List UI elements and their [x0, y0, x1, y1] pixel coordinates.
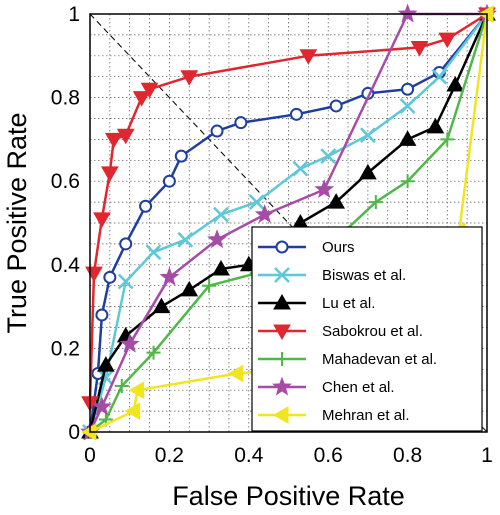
data-point-biswas-et-al [248, 194, 265, 210]
y-tick-label: 0 [68, 421, 80, 444]
data-point-sabokrou-et-al [100, 166, 119, 182]
data-point-chen-et-al [119, 333, 140, 353]
data-point-mehran-et-al [227, 364, 244, 383]
data-point-ours [103, 270, 117, 284]
data-point-biswas-et-al [399, 98, 416, 114]
data-point-ours [234, 116, 248, 130]
y-tick-label: 0.2 [51, 337, 80, 360]
data-point-ours [162, 174, 176, 188]
data-point-biswas-et-al [117, 273, 134, 290]
data-point-chen-et-al [159, 266, 180, 286]
data-point-chen-et-al [254, 204, 275, 224]
legend-entry-chen-et-al: Chen et al. [258, 376, 395, 396]
data-point-mahadevan-et-al [202, 278, 217, 293]
data-point-ours [289, 107, 303, 121]
legend-entry-biswas-et-al: Biswas et al. [258, 267, 406, 284]
y-tick-label: 0.4 [51, 254, 81, 277]
data-point-lu-et-al [180, 280, 199, 297]
data-point-sabokrou-et-al [140, 82, 159, 99]
x-tick-label: 0.6 [314, 444, 343, 467]
y-axis-ticks: 0 0.2 0.4 0.6 0.8 1 [51, 3, 81, 444]
legend-marker [272, 406, 289, 424]
data-point-lu-et-al [212, 259, 230, 276]
data-point-ours [210, 124, 224, 138]
plot-frame [89, 13, 488, 433]
legend-label: Lu et al. [322, 295, 375, 312]
legend-entry-ours: Ours [258, 239, 355, 256]
legend-label: Mehran et al. [322, 407, 410, 424]
data-point-sabokrou-et-al [85, 266, 103, 283]
y-tick-label: 1 [68, 3, 80, 26]
data-point-ours [401, 82, 415, 96]
x-axis-label: False Positive Rate [172, 481, 405, 511]
data-point-chen-et-al [397, 3, 418, 23]
data-point-sabokrou-et-al [116, 128, 135, 145]
legend-label: Sabokrou et al. [322, 323, 423, 340]
data-point-chen-et-al [314, 179, 335, 198]
data-point-sabokrou-et-al [104, 132, 123, 149]
data-point-lu-et-al [359, 163, 377, 180]
legend-entry-lu-et-al: Lu et al. [258, 293, 375, 312]
x-tick-label: 0.8 [393, 444, 422, 467]
data-point-biswas-et-al [145, 244, 162, 261]
data-point-sabokrou-et-al [93, 212, 111, 228]
x-tick-label: 0.4 [234, 444, 264, 467]
legend-entry-sabokrou-et-al: Sabokrou et al. [258, 323, 423, 341]
data-point-sabokrou-et-al [410, 40, 429, 57]
data-point-biswas-et-al [320, 148, 337, 165]
x-axis-ticks: 0 0.2 0.4 0.6 0.8 1 [84, 444, 493, 467]
data-point-mahadevan-et-al [368, 195, 383, 210]
data-point-ours [95, 308, 109, 322]
data-point-chen-et-al [207, 229, 227, 249]
legend-entry-mahadevan-et-al: Mahadevan et al. [258, 351, 437, 368]
data-point-chen-et-al [92, 396, 112, 416]
x-tick-label: 0.2 [155, 444, 184, 467]
legend-label: Chen et al. [322, 379, 395, 396]
data-point-biswas-et-al [213, 206, 229, 223]
data-point-biswas-et-al [431, 68, 448, 85]
data-point-sabokrou-et-al [180, 70, 199, 86]
data-point-lu-et-al [97, 356, 115, 372]
legend-marker [273, 324, 291, 341]
y-tick-label: 0.8 [51, 87, 80, 110]
data-point-biswas-et-al [360, 127, 376, 144]
data-point-lu-et-al [426, 117, 445, 134]
legend-marker [273, 293, 291, 310]
data-point-mahadevan-et-al [440, 132, 455, 147]
data-point-lu-et-al [327, 193, 346, 209]
data-point-mahadevan-et-al [146, 345, 161, 360]
data-point-ours [329, 99, 343, 113]
data-point-ours [174, 149, 188, 163]
legend-marker [275, 240, 289, 254]
legend-marker [274, 267, 290, 283]
data-point-biswas-et-al [292, 160, 309, 177]
legend: Ours Biswas et al. Lu et al. Sabokrou et al… [251, 226, 483, 432]
data-point-lu-et-al [398, 130, 417, 146]
legend-label: Ours [322, 239, 355, 256]
data-point-mehran-et-al [124, 402, 141, 420]
data-point-sabokrou-et-al [132, 91, 151, 107]
series-line-ours [88, 13, 488, 433]
data-point-ours [119, 237, 133, 251]
legend-entry-mehran-et-al: Mehran et al. [258, 406, 410, 424]
legend-label: Mahadevan et al. [322, 351, 437, 368]
legend-marker [275, 352, 289, 366]
data-point-sabokrou-et-al [438, 32, 457, 49]
y-axis-label: True Positive Rate [2, 112, 32, 333]
legend-label: Biswas et al. [322, 267, 406, 284]
data-point-lu-et-al [446, 76, 465, 92]
data-point-sabokrou-et-al [299, 49, 318, 65]
data-point-mehran-et-al [128, 381, 145, 400]
legend-marker [272, 376, 292, 396]
data-point-ours [139, 199, 153, 213]
y-tick-label: 0.6 [51, 170, 80, 193]
data-point-biswas-et-al [177, 231, 194, 248]
x-tick-label: 1 [481, 444, 493, 467]
data-point-mahadevan-et-al [400, 174, 415, 189]
legend-box [251, 226, 483, 432]
x-tick-label: 0 [84, 444, 96, 467]
data-point-mahadevan-et-al [114, 379, 129, 394]
data-point-lu-et-al [152, 297, 171, 314]
